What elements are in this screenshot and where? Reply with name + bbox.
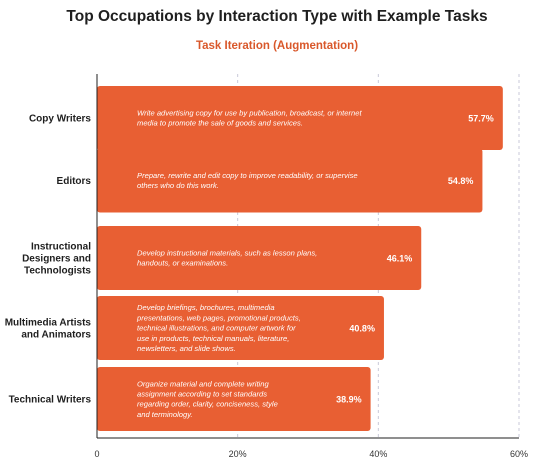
category-label: Technical Writers <box>9 395 92 406</box>
bar <box>97 367 371 431</box>
bar <box>97 86 503 150</box>
chart-subtitle: Task Iteration (Augmentation) <box>195 40 359 52</box>
task-description: Prepare, rewrite and edit copy to improv… <box>137 171 358 190</box>
category-label: Instructional Designers and Technologists <box>22 242 91 277</box>
task-description: Develop instructional materials, such as… <box>137 249 317 268</box>
value-label: 38.9% <box>336 395 362 405</box>
x-tick-label: 0 <box>94 449 99 459</box>
task-description: Develop briefings, brochures, multimedia… <box>136 303 301 353</box>
value-label: 40.8% <box>349 324 375 334</box>
chart-title: Top Occupations by Interaction Type with… <box>66 8 488 25</box>
bar <box>97 148 483 213</box>
task-description: Organize material and complete writing as… <box>137 379 278 419</box>
bar <box>97 226 422 290</box>
category-label: Editors <box>57 176 92 187</box>
category-label: Multimedia Artists and Animators <box>5 318 92 341</box>
task-description: Write advertising copy for use by public… <box>137 109 362 128</box>
value-label: 54.8% <box>448 176 474 186</box>
value-label: 46.1% <box>387 254 413 264</box>
bar <box>97 296 384 360</box>
value-label: 57.7% <box>468 114 494 124</box>
x-tick-label: 60% <box>510 449 528 459</box>
x-tick-label: 40% <box>369 449 387 459</box>
x-tick-label: 20% <box>229 449 247 459</box>
category-label: Copy Writers <box>29 114 91 125</box>
